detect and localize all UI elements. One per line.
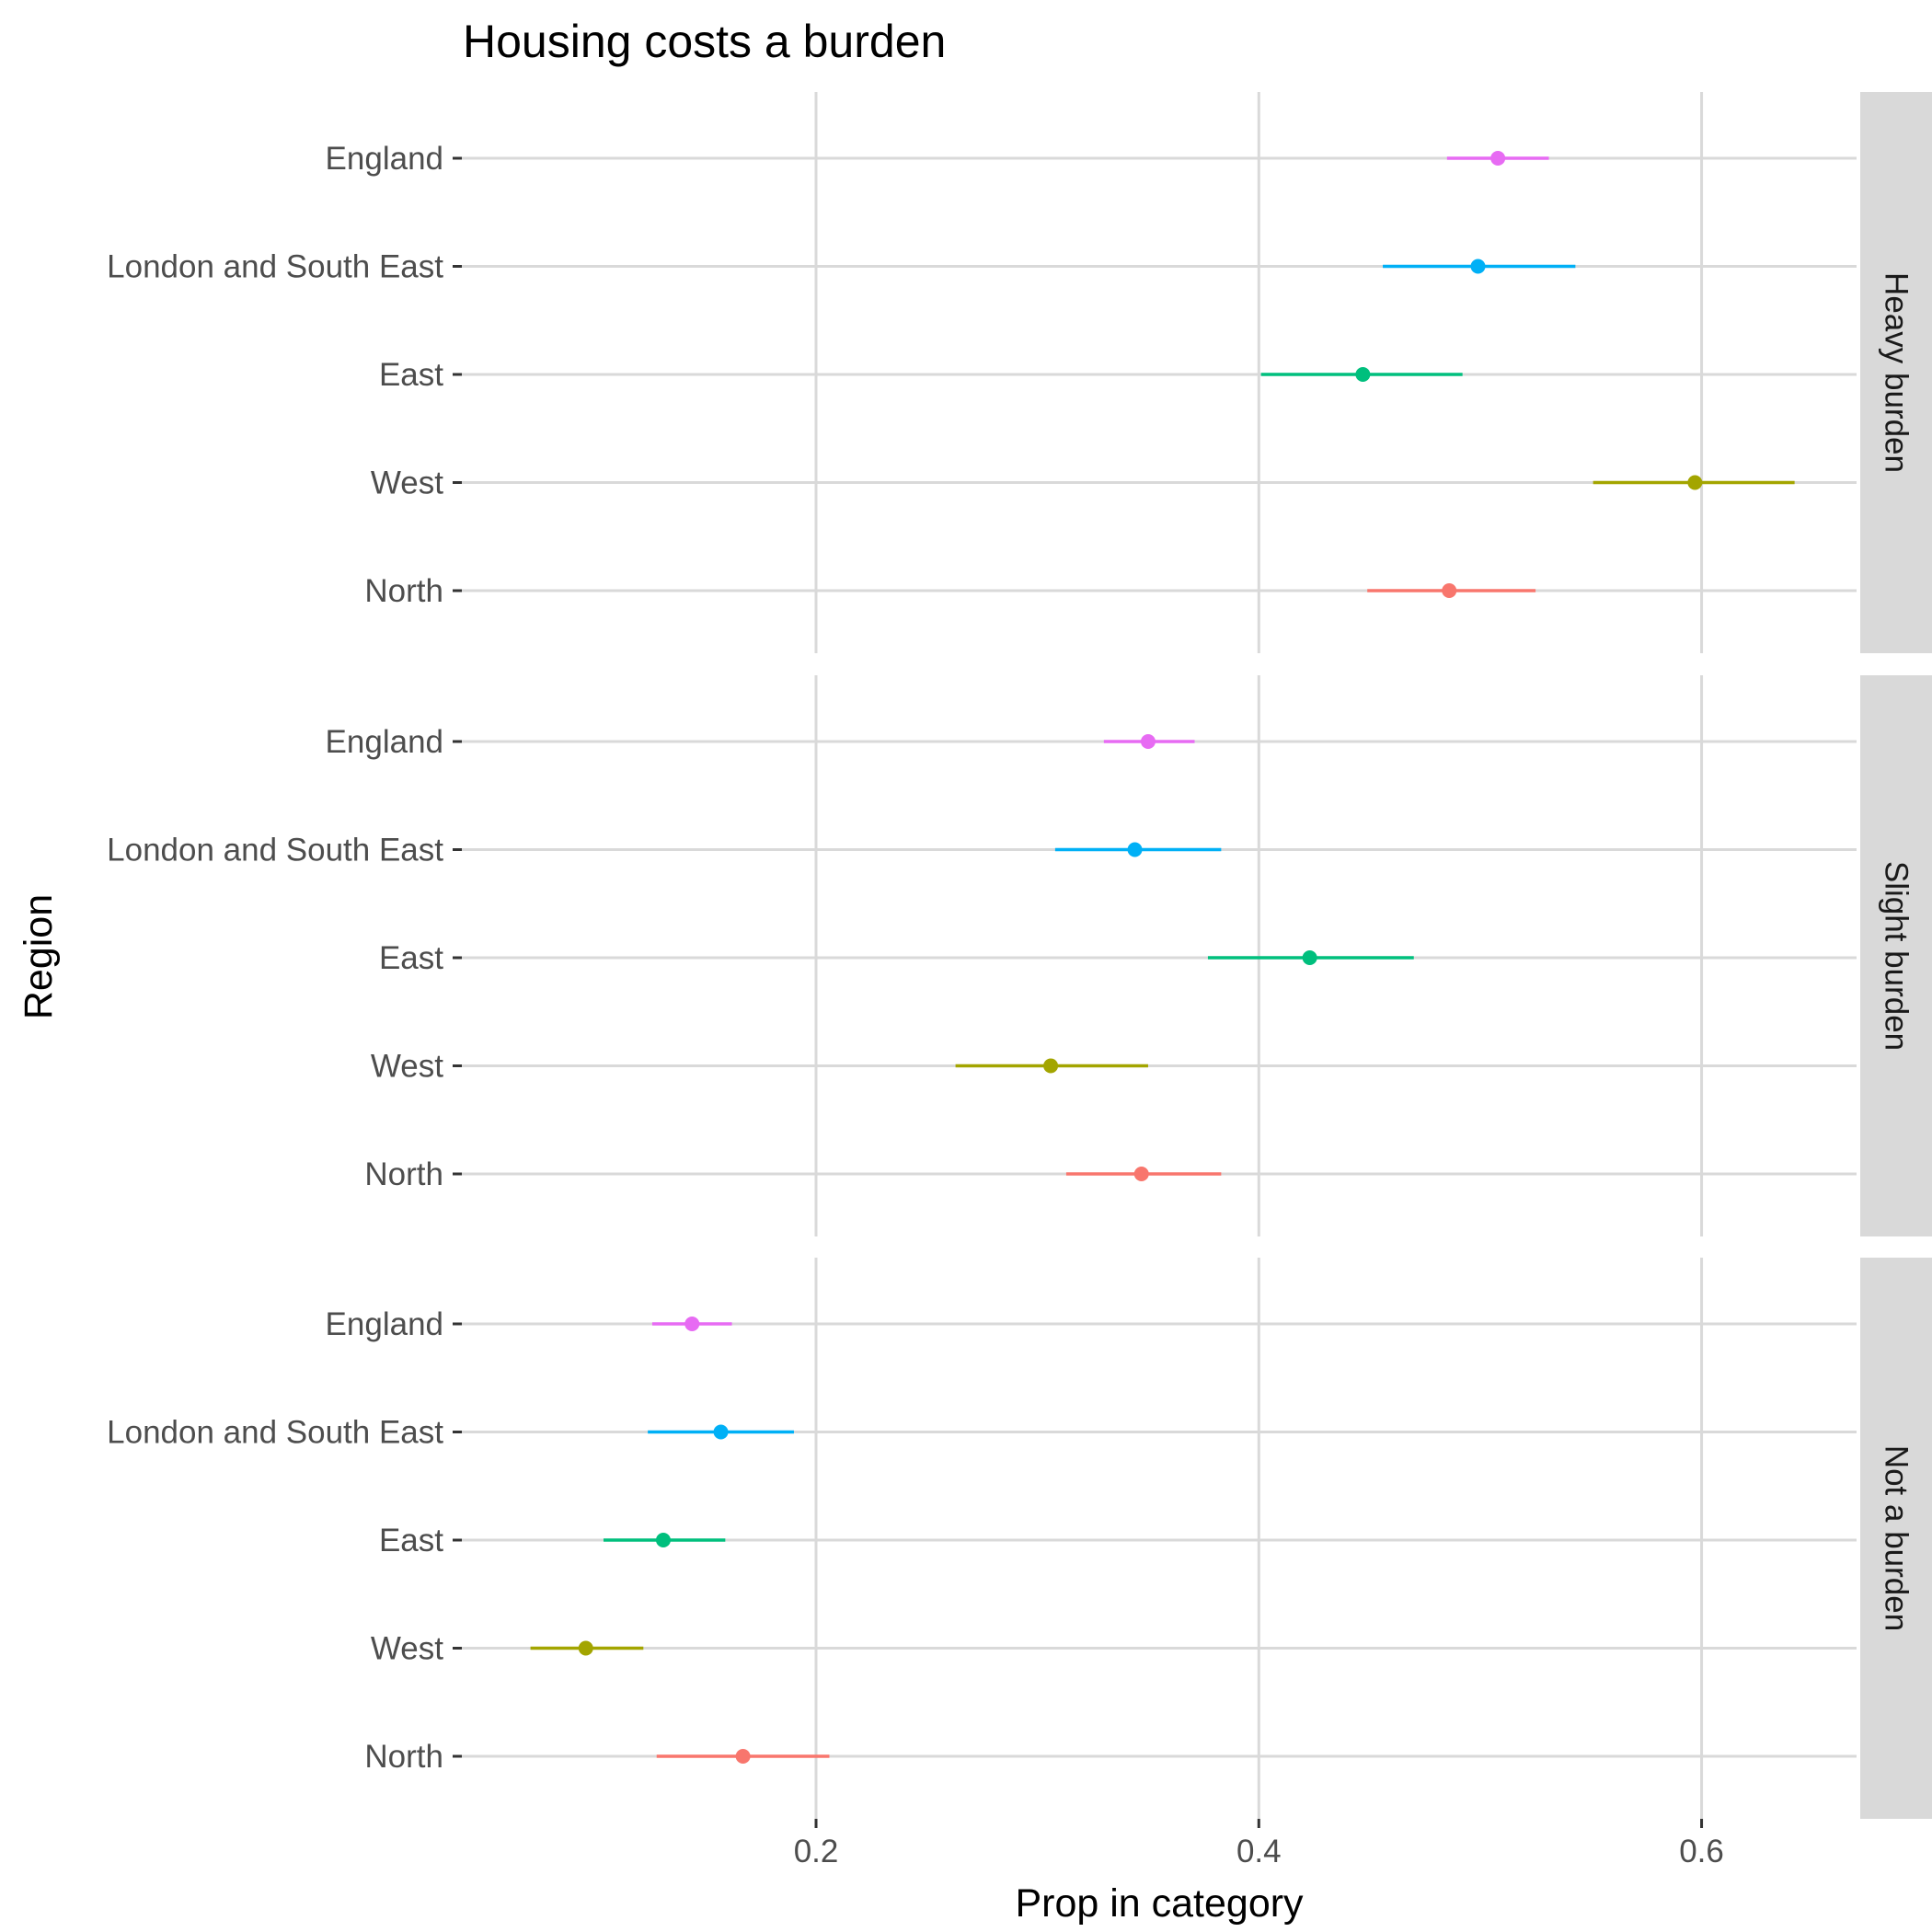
y-tick-label: West xyxy=(371,466,443,501)
y-tick-label: West xyxy=(371,1631,443,1667)
y-tick-label: England xyxy=(326,141,443,177)
x-tick-label: 0.2 xyxy=(794,1834,839,1869)
point-west xyxy=(578,1640,593,1656)
point-east xyxy=(655,1533,671,1547)
x-axis: 0.2 0.4 0.6 xyxy=(794,1819,1724,1869)
point-north xyxy=(1133,1167,1149,1181)
facet-strip xyxy=(1860,1258,1932,1819)
panel-slight-burden: England London and South East East West Nort… xyxy=(107,675,1932,1236)
panel-background xyxy=(462,92,1857,653)
facet-strip-label: Slight burden xyxy=(1879,861,1915,1051)
y-tick-label: West xyxy=(371,1049,443,1085)
y-tick-label: North xyxy=(364,1156,443,1192)
facet-strip xyxy=(1860,675,1932,1236)
point-london-and-south-east xyxy=(1470,259,1486,274)
y-tick-label: North xyxy=(364,1739,443,1775)
x-tick-label: 0.4 xyxy=(1236,1834,1282,1869)
facet-strip-label: Heavy burden xyxy=(1879,272,1915,473)
panel-background xyxy=(462,1258,1857,1819)
y-tick-label: North xyxy=(364,573,443,609)
facet-panels: England London and South East East West Nort… xyxy=(107,92,1932,1819)
facet-strip-label: Not a burden xyxy=(1879,1445,1915,1631)
point-england xyxy=(1140,734,1156,749)
y-axis-title: Region xyxy=(17,894,61,1019)
point-north xyxy=(1442,583,1457,598)
y-tick-label: London and South East xyxy=(107,1415,443,1451)
point-london-and-south-east xyxy=(713,1424,729,1440)
point-east xyxy=(1302,950,1317,965)
y-tick-label: England xyxy=(326,1306,443,1342)
y-tick-label: East xyxy=(379,940,443,976)
panel-not-a-burden: England London and South East East West Nort… xyxy=(107,1258,1932,1819)
panel-heavy-burden: England London and South East East West Nort… xyxy=(107,92,1932,653)
y-tick-label: East xyxy=(379,357,443,393)
panel-background xyxy=(462,675,1857,1236)
y-tick-label: London and South East xyxy=(107,249,443,285)
point-london-and-south-east xyxy=(1127,842,1143,857)
chart-title: Housing costs a burden xyxy=(463,16,946,67)
y-tick-label: England xyxy=(326,724,443,760)
point-england xyxy=(1490,151,1506,166)
point-england xyxy=(684,1317,700,1331)
point-west xyxy=(1687,475,1703,490)
point-west xyxy=(1043,1058,1059,1074)
x-axis-title: Prop in category xyxy=(1015,1881,1304,1926)
x-tick-label: 0.6 xyxy=(1679,1834,1724,1869)
y-tick-label: London and South East xyxy=(107,833,443,868)
point-east xyxy=(1355,367,1371,382)
y-tick-label: East xyxy=(379,1523,443,1558)
facet-strip xyxy=(1860,92,1932,653)
point-north xyxy=(735,1749,751,1764)
